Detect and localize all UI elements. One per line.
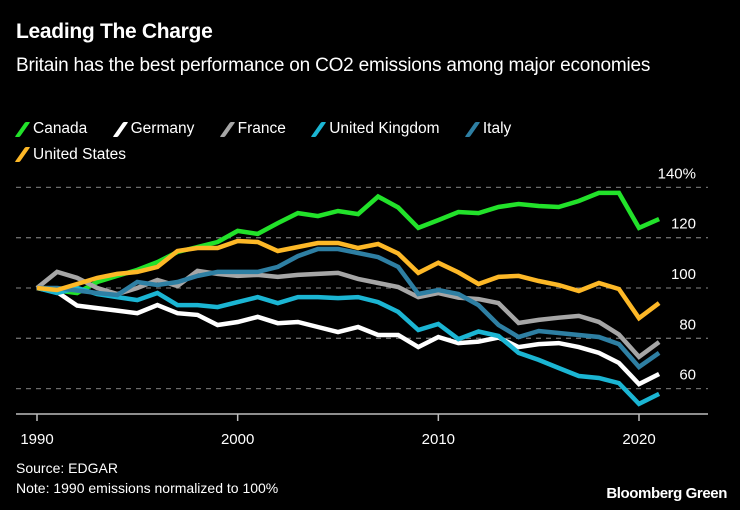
series-line-germany (36, 285, 661, 387)
legend-item-france: France (219, 118, 286, 140)
series-line-united-states (36, 238, 661, 322)
series-line-france (35, 268, 661, 360)
x-tick-label: 2020 (622, 431, 655, 448)
y-tick-label: 140% (658, 165, 696, 182)
legend-label: Canada (33, 120, 88, 137)
x-tick-label: 2000 (221, 431, 254, 448)
legend-item-italy: Italy (464, 118, 512, 140)
legend-label: France (237, 120, 286, 137)
y-tick-label: 80 (679, 316, 696, 333)
series-line-united-kingdom (36, 285, 661, 407)
y-tick-label: 60 (679, 367, 696, 384)
legend: Canada Germany France United Kingdom Ita… (14, 118, 716, 166)
legend-item-germany: Germany (112, 118, 195, 140)
y-tick-label: 120 (671, 216, 696, 233)
y-tick-label: 100 (671, 266, 696, 283)
series-lines (35, 190, 661, 407)
legend-swatch-canada (14, 121, 31, 137)
chart-title: Leading The Charge (16, 20, 213, 43)
legend-swatch-france (219, 121, 235, 137)
legend-swatch-germany (112, 121, 128, 137)
brand-logo: Bloomberg Green (606, 485, 727, 502)
legend-label: United States (33, 145, 127, 163)
series-line-canada (36, 190, 661, 296)
legend-label: United Kingdom (329, 120, 440, 137)
series-line-italy (37, 246, 661, 371)
y-axis: 60 80 100 120 140% (658, 165, 696, 383)
source-note: Source: EDGAR (16, 460, 118, 476)
footnote: Note: 1990 emissions normalized to 100% (16, 480, 279, 496)
line-chart: 60 80 100 120 140% 1990 2000 2010 2020 (16, 165, 708, 448)
gridlines (16, 186, 708, 390)
legend-swatch-italy (464, 121, 481, 137)
x-tick-label: 2010 (422, 431, 455, 448)
x-tick-label: 1990 (20, 431, 53, 448)
x-axis: 1990 2000 2010 2020 (16, 413, 708, 448)
legend-swatch-united-kingdom (310, 121, 327, 137)
legend-item-united-kingdom: United Kingdom (310, 118, 440, 140)
legend-item-united-states: United States (14, 144, 694, 166)
chart-subtitle: Britain has the best performance on CO2 … (16, 55, 651, 76)
legend-item-canada: Canada (14, 118, 88, 140)
legend-label: Germany (130, 120, 195, 137)
legend-label: Italy (482, 120, 512, 137)
